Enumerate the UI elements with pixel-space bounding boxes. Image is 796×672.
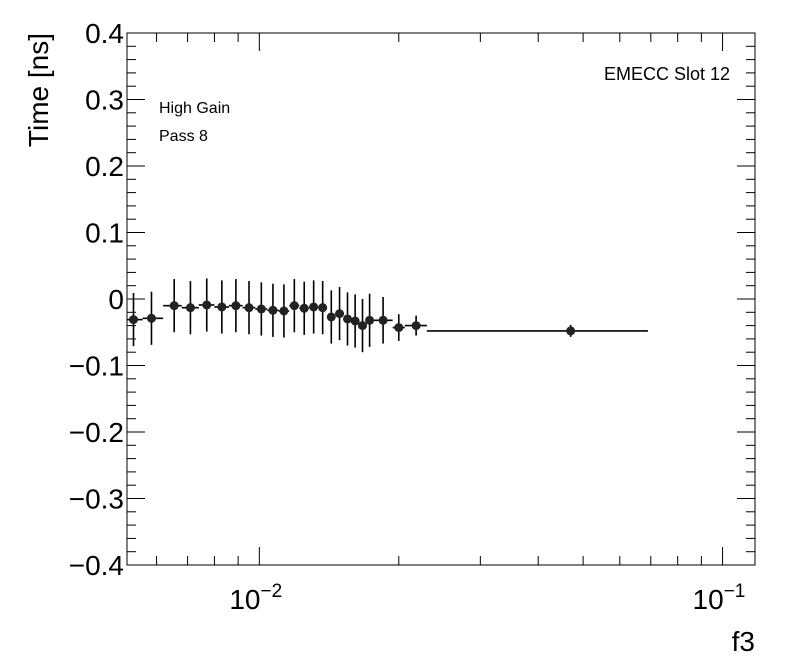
data-point (411, 321, 421, 331)
data-point (394, 323, 404, 333)
data-point (202, 300, 212, 310)
data-point (350, 316, 360, 326)
y-tick-labels: −0.4 −0.3 −0.2 −0.1 0 0.1 0.2 0.3 0.4 (69, 18, 124, 581)
data-point (289, 301, 299, 311)
axis-ticks (127, 32, 755, 566)
data-point (309, 302, 319, 312)
data-markers (128, 300, 576, 336)
data-point (146, 313, 156, 323)
data-point (318, 303, 328, 313)
y-tick-label: 0.2 (85, 151, 124, 182)
data-point (335, 309, 345, 319)
data-point (357, 321, 367, 331)
annotation-pass: Pass 8 (159, 128, 208, 145)
y-axis-label: Time [ns] (23, 33, 54, 147)
data-point (279, 306, 289, 316)
y-tick-label: 0.4 (85, 18, 124, 49)
y-tick-label: −0.3 (69, 484, 124, 515)
y-tick-label: −0.2 (69, 417, 124, 448)
data-point (342, 314, 352, 324)
data-point (185, 303, 195, 313)
data-point (365, 315, 375, 325)
annotation-slot: EMECC Slot 12 (604, 64, 730, 84)
y-tick-label: −0.1 (69, 351, 124, 382)
x-tick-labels: 10−2 10−1 (229, 581, 745, 615)
data-point (378, 315, 388, 325)
data-point (566, 326, 576, 336)
data-point (231, 301, 241, 311)
data-point (169, 301, 179, 311)
y-tick-label: −0.4 (69, 550, 124, 581)
y-tick-label: 0.3 (85, 85, 124, 116)
data-point (326, 312, 336, 322)
data-point (128, 315, 138, 325)
x-tick-label: 10−2 (229, 581, 282, 615)
data-point (268, 305, 278, 315)
data-point (244, 303, 254, 313)
data-point (217, 302, 227, 312)
y-tick-label: 0.1 (85, 218, 124, 249)
annotation-high-gain: High Gain (159, 100, 230, 117)
data-point (299, 303, 309, 313)
x-tick-label: 10−1 (693, 581, 746, 615)
x-axis-label: f3 (732, 626, 755, 657)
y-tick-label: 0 (108, 284, 124, 315)
data-point (256, 304, 266, 314)
